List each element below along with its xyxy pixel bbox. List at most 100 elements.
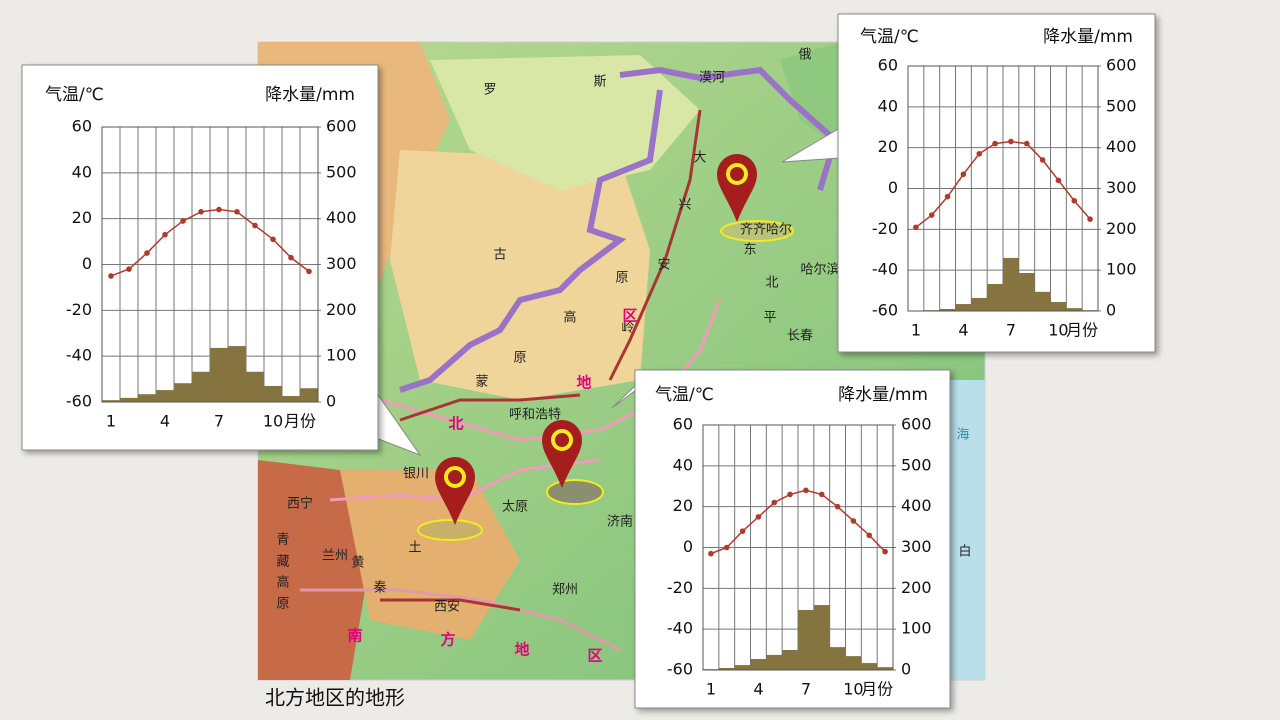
temp-point: [108, 273, 114, 279]
map-label: 高: [276, 575, 289, 591]
y-axis-title: 气温/℃: [860, 27, 919, 47]
precip-bar: [798, 609, 814, 670]
temp-point: [1071, 197, 1078, 204]
map-label: 高: [563, 310, 576, 326]
temp-point: [198, 208, 204, 215]
map-label: 北: [448, 415, 463, 433]
fault-line: [399, 393, 581, 422]
map-label: 岭: [621, 321, 634, 336]
plot-frame: [702, 424, 894, 671]
temp-point: [708, 550, 714, 557]
y-tick-label: 20: [72, 208, 92, 227]
map-label: 原: [615, 271, 628, 286]
map-label: 齐齐哈尔: [740, 222, 792, 238]
precip-bar: [1066, 308, 1083, 311]
temp-point: [755, 514, 762, 520]
map-label: 呼和浩特: [509, 408, 561, 423]
x-tick-label: 7: [214, 412, 224, 431]
y-tick-label: -40: [667, 619, 693, 638]
y-tick-label: 60: [72, 117, 92, 136]
x-tick-label: 4: [753, 680, 763, 699]
y2-tick-label: 400: [326, 208, 357, 227]
y-tick-label: 20: [673, 496, 693, 515]
map-label: 区: [587, 647, 602, 665]
map-label: 兰州: [322, 549, 348, 564]
temp-point: [866, 532, 873, 539]
highlight: [417, 519, 483, 541]
precip-bar: [210, 347, 228, 402]
precip-bar: [156, 390, 174, 402]
map-label: 长春: [787, 329, 813, 344]
precip-bar: [829, 647, 846, 670]
y2-tick-label: 500: [1106, 96, 1137, 115]
y2-tick-label: 200: [1106, 219, 1137, 238]
y2-tick-label: 300: [901, 537, 932, 556]
temp-point: [928, 212, 935, 218]
temp-point: [787, 491, 793, 498]
temp-line: [110, 208, 310, 277]
temp-point: [882, 548, 888, 555]
x-tick-label: 7: [801, 680, 811, 699]
temp-point: [913, 224, 919, 231]
temp-point: [944, 193, 951, 200]
pin: [717, 154, 757, 222]
precip-bar: [971, 297, 988, 311]
pin: [542, 420, 582, 488]
region-line: [300, 588, 621, 652]
precip-bar: [102, 400, 120, 402]
temp-point: [216, 206, 222, 213]
y2-tick-label: 0: [901, 660, 911, 679]
y-tick-label: -40: [872, 260, 898, 279]
x-tick-label: 4: [958, 321, 968, 340]
y2-tick-label: 500: [326, 162, 357, 181]
temp-line: [915, 140, 1091, 228]
precip-bar: [861, 663, 878, 670]
charts: 气温/℃ 降水量/mm-60-40-20020406001002003004005…: [21, 13, 1156, 709]
y2-tick-label: 0: [326, 392, 336, 411]
y2-axis-title: 降水量/mm: [265, 85, 355, 105]
precip-bar: [300, 388, 318, 402]
precip-bar: [264, 385, 282, 402]
plot-frame: [101, 126, 319, 403]
temp-point: [1055, 177, 1062, 184]
y2-tick-label: 600: [1106, 56, 1137, 75]
map-label: 平: [763, 311, 776, 326]
fault-line: [380, 598, 521, 612]
map-terrain: [430, 55, 700, 190]
temp-point: [1023, 140, 1030, 147]
y-tick-label: 60: [673, 415, 693, 434]
map-label: 海: [956, 428, 969, 443]
map-label: 罗: [483, 83, 496, 98]
map-label: 方: [440, 631, 455, 649]
y2-tick-label: 300: [1106, 178, 1137, 197]
y-tick-label: 40: [673, 455, 693, 474]
y-axis-title: 气温/℃: [655, 385, 714, 405]
precip-bar: [939, 308, 956, 311]
y2-tick-label: 400: [901, 496, 932, 515]
map-label: 济南: [607, 514, 633, 530]
map-label: 漠河: [699, 71, 725, 86]
precip-bar: [120, 397, 138, 402]
temp-point: [270, 236, 276, 243]
precip-bar: [782, 649, 798, 670]
precip-bar: [750, 658, 767, 670]
climate-chart: 气温/℃ 降水量/mm-60-40-20020406001002003004005…: [611, 369, 951, 709]
precip-bar: [138, 394, 156, 402]
y2-tick-label: 100: [1106, 260, 1137, 279]
map-label: 白: [958, 544, 971, 560]
temp-point: [723, 544, 730, 551]
temp-point: [234, 208, 240, 215]
map-label: 土: [408, 541, 421, 556]
precip-bar: [877, 667, 893, 670]
temp-point: [960, 171, 967, 178]
temp-point: [818, 491, 825, 498]
map-terrain: [780, 42, 840, 150]
temp-point: [1087, 216, 1093, 222]
map-label: 俄: [798, 48, 811, 63]
climate-chart: 气温/℃ 降水量/mm-60-40-20020406001002003004005…: [781, 13, 1156, 353]
precip-bar: [987, 284, 1003, 311]
temp-point: [1008, 138, 1014, 145]
x-tick-label: 1: [911, 321, 921, 340]
map-label: 藏: [276, 555, 289, 570]
